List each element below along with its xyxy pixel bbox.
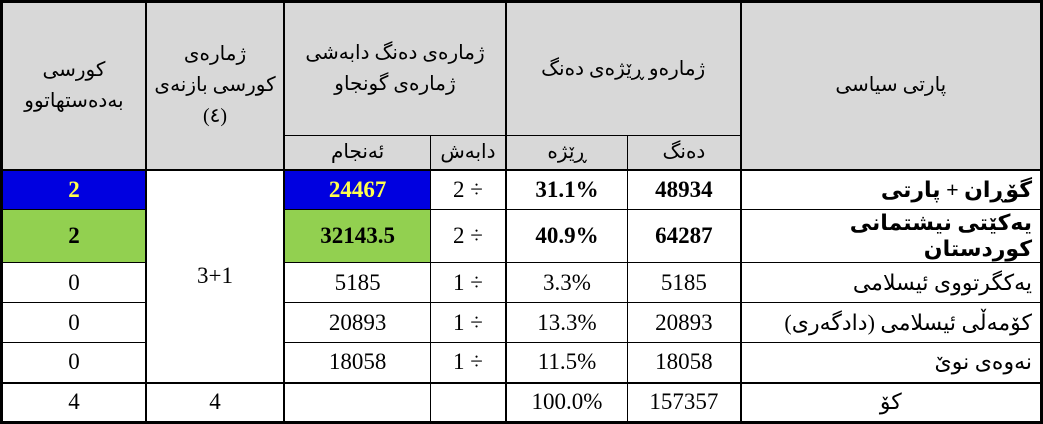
votes-value: 48934: [627, 168, 742, 210]
divisor-value: 1 ÷: [430, 302, 507, 343]
votes-value: 64287: [627, 209, 742, 263]
header-ratio: ڕێژە: [504, 135, 629, 170]
result-value: 5185: [283, 262, 432, 303]
votes-value: 18058: [627, 342, 742, 383]
header-party: پارتی سیاسی: [739, 1, 1042, 170]
party-name: یەکگرتووی ئیسلامی: [739, 262, 1042, 303]
result-value: 20893: [283, 302, 432, 343]
table-row: یەکێتی نیشتمانی کوردستان 64287 40.9% 2 ÷…: [0, 209, 1042, 263]
total-result: [283, 381, 432, 423]
header-divisor: دابەش: [430, 135, 507, 170]
total-seats-won: 4: [0, 381, 147, 423]
party-name: کۆمەڵی ئیسلامی (دادگەری): [739, 302, 1042, 343]
seats-won-value: 0: [0, 302, 147, 343]
header-won-seats: کورسی بەدەستهاتوو: [0, 1, 147, 170]
divisor-value: 1 ÷: [430, 342, 507, 383]
ratio-value: 3.3%: [504, 262, 629, 303]
ratio-value: 13.3%: [504, 302, 629, 343]
table-row: یەکگرتووی ئیسلامی 5185 3.3% 1 ÷ 5185 0: [0, 262, 1042, 303]
ratio-value: 40.9%: [504, 209, 629, 263]
votes-value: 5185: [627, 262, 742, 303]
party-name: یەکێتی نیشتمانی کوردستان: [739, 209, 1042, 263]
header-votes-ratio-group: ژمارەو ڕێژەی دەنگ: [504, 1, 742, 136]
seats-won-value: 2: [0, 168, 147, 210]
circle-seats-formula: 3+1: [144, 168, 285, 383]
total-votes: 157357: [627, 381, 742, 423]
header-circle-seats: ژمارەی کورسی بازنەی (٤): [144, 1, 285, 170]
total-circle-seats: 4: [144, 381, 285, 423]
ratio-value: 31.1%: [504, 168, 629, 210]
result-value: 32143.5: [283, 209, 432, 263]
seats-won-value: 0: [0, 262, 147, 303]
total-label: کۆ: [739, 381, 1042, 423]
header-division-group: ژمارەی دەنگ دابەشی ژمارەی گونجاو: [283, 1, 507, 136]
total-row: کۆ 157357 100.0% 4 4: [0, 381, 1042, 423]
table-row: گۆڕان + پارتی 48934 31.1% 2 ÷ 24467 3+1 …: [0, 168, 1042, 383]
header-result: ئەنجام: [283, 135, 432, 170]
divisor-value: 1 ÷: [430, 262, 507, 303]
total-divisor: [430, 381, 507, 423]
party-name: نەوەی نوێ: [739, 342, 1042, 383]
divisor-value: 2 ÷: [430, 168, 507, 210]
party-name: گۆڕان + پارتی: [739, 168, 1042, 210]
total-ratio: 100.0%: [504, 381, 629, 423]
result-value: 24467: [283, 168, 432, 210]
votes-value: 20893: [627, 302, 742, 343]
table-row: کۆمەڵی ئیسلامی (دادگەری) 20893 13.3% 1 ÷…: [0, 302, 1042, 343]
ratio-value: 11.5%: [504, 342, 629, 383]
result-value: 18058: [283, 342, 432, 383]
seats-won-value: 0: [0, 342, 147, 383]
header-votes: دەنگ: [627, 135, 742, 170]
divisor-value: 2 ÷: [430, 209, 507, 263]
seats-won-value: 2: [0, 209, 147, 263]
